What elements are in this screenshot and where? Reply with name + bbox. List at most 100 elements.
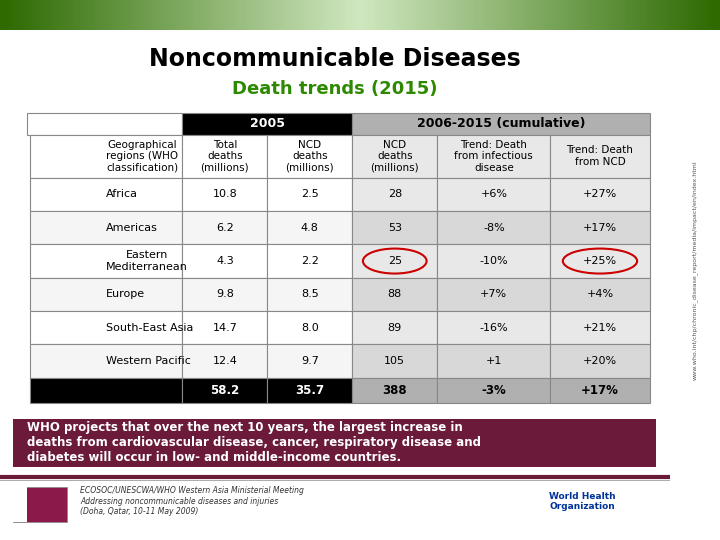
Text: +27%: +27% [583, 190, 617, 199]
FancyBboxPatch shape [30, 311, 182, 345]
FancyBboxPatch shape [551, 134, 649, 178]
Text: +17%: +17% [583, 223, 617, 233]
FancyBboxPatch shape [352, 178, 437, 211]
Text: 6.2: 6.2 [216, 223, 234, 233]
Text: 88: 88 [387, 289, 402, 299]
FancyBboxPatch shape [14, 487, 27, 523]
Text: 10.8: 10.8 [212, 190, 238, 199]
Text: 8.0: 8.0 [301, 323, 319, 333]
Text: 388: 388 [382, 384, 407, 397]
Text: 4.8: 4.8 [301, 223, 319, 233]
FancyBboxPatch shape [182, 211, 267, 245]
FancyBboxPatch shape [551, 377, 649, 403]
Text: 14.7: 14.7 [212, 323, 238, 333]
FancyBboxPatch shape [437, 245, 551, 278]
FancyBboxPatch shape [267, 134, 352, 178]
FancyBboxPatch shape [182, 278, 267, 311]
Text: ECOSOC/UNESCWA/WHO Western Asia Ministerial Meeting
Addressing noncommunicable d: ECOSOC/UNESCWA/WHO Western Asia Minister… [81, 487, 305, 516]
Text: -10%: -10% [480, 256, 508, 266]
Text: 2005: 2005 [250, 118, 285, 131]
FancyBboxPatch shape [182, 245, 267, 278]
Text: 2006-2015 (cumulative): 2006-2015 (cumulative) [417, 118, 585, 131]
Text: 9.7: 9.7 [301, 356, 319, 366]
Text: 2.2: 2.2 [301, 256, 319, 266]
Text: NCD
deaths
(millions): NCD deaths (millions) [286, 140, 334, 173]
FancyBboxPatch shape [14, 418, 656, 467]
Text: 2.5: 2.5 [301, 190, 319, 199]
Text: +6%: +6% [480, 190, 508, 199]
FancyBboxPatch shape [267, 377, 352, 403]
FancyBboxPatch shape [352, 211, 437, 245]
FancyBboxPatch shape [437, 311, 551, 345]
FancyBboxPatch shape [14, 487, 67, 523]
FancyBboxPatch shape [30, 345, 182, 377]
Text: Western Pacific: Western Pacific [107, 356, 192, 366]
FancyBboxPatch shape [267, 278, 352, 311]
Text: 12.4: 12.4 [212, 356, 238, 366]
Text: Noncommunicable Diseases: Noncommunicable Diseases [149, 46, 521, 71]
FancyBboxPatch shape [30, 278, 182, 311]
Text: World Health
Organization: World Health Organization [549, 492, 616, 511]
Text: Trend: Death
from infectious
disease: Trend: Death from infectious disease [454, 140, 534, 173]
FancyBboxPatch shape [551, 178, 649, 211]
Text: 53: 53 [388, 223, 402, 233]
Text: +4%: +4% [586, 289, 613, 299]
FancyBboxPatch shape [352, 345, 437, 377]
Text: South-East Asia: South-East Asia [107, 323, 194, 333]
Text: NCD
deaths
(millions): NCD deaths (millions) [371, 140, 419, 173]
Text: 4.3: 4.3 [216, 256, 234, 266]
FancyBboxPatch shape [437, 178, 551, 211]
Text: +1: +1 [486, 356, 502, 366]
FancyBboxPatch shape [437, 377, 551, 403]
Text: 8.5: 8.5 [301, 289, 319, 299]
FancyBboxPatch shape [30, 134, 182, 178]
Text: Geographical
regions (WHO
classification): Geographical regions (WHO classification… [107, 140, 179, 173]
FancyBboxPatch shape [30, 377, 182, 403]
Text: 28: 28 [387, 190, 402, 199]
Text: Europe: Europe [107, 289, 145, 299]
FancyBboxPatch shape [352, 134, 437, 178]
Text: Eastern
Mediterranean: Eastern Mediterranean [107, 250, 188, 272]
FancyBboxPatch shape [267, 178, 352, 211]
Text: 25: 25 [387, 256, 402, 266]
FancyBboxPatch shape [352, 278, 437, 311]
FancyBboxPatch shape [182, 345, 267, 377]
Text: +20%: +20% [583, 356, 617, 366]
FancyBboxPatch shape [182, 134, 267, 178]
Text: +21%: +21% [583, 323, 617, 333]
Text: 35.7: 35.7 [295, 384, 325, 397]
FancyBboxPatch shape [267, 245, 352, 278]
Text: 9.8: 9.8 [216, 289, 234, 299]
FancyBboxPatch shape [551, 245, 649, 278]
Text: +7%: +7% [480, 289, 508, 299]
FancyBboxPatch shape [267, 345, 352, 377]
Text: Total
deaths
(millions): Total deaths (millions) [201, 140, 249, 173]
Text: -16%: -16% [480, 323, 508, 333]
FancyBboxPatch shape [551, 211, 649, 245]
Text: Africa: Africa [107, 190, 138, 199]
Text: WHO projects that over the next 10 years, the largest increase in
deaths from ca: WHO projects that over the next 10 years… [27, 421, 481, 464]
FancyBboxPatch shape [27, 113, 182, 134]
FancyBboxPatch shape [182, 113, 352, 134]
FancyBboxPatch shape [30, 245, 182, 278]
Text: Trend: Death
from NCD: Trend: Death from NCD [567, 145, 634, 167]
FancyBboxPatch shape [267, 311, 352, 345]
Text: -8%: -8% [483, 223, 505, 233]
FancyBboxPatch shape [437, 134, 551, 178]
FancyBboxPatch shape [267, 211, 352, 245]
FancyBboxPatch shape [437, 211, 551, 245]
FancyBboxPatch shape [30, 178, 182, 211]
Text: +17%: +17% [581, 384, 619, 397]
FancyBboxPatch shape [30, 211, 182, 245]
FancyBboxPatch shape [352, 377, 437, 403]
Text: Death trends (2015): Death trends (2015) [232, 80, 438, 98]
FancyBboxPatch shape [352, 245, 437, 278]
FancyBboxPatch shape [551, 278, 649, 311]
Text: 105: 105 [384, 356, 405, 366]
FancyBboxPatch shape [551, 311, 649, 345]
FancyBboxPatch shape [437, 278, 551, 311]
FancyBboxPatch shape [182, 377, 267, 403]
Text: -3%: -3% [482, 384, 506, 397]
Text: 58.2: 58.2 [210, 384, 240, 397]
Text: 89: 89 [387, 323, 402, 333]
